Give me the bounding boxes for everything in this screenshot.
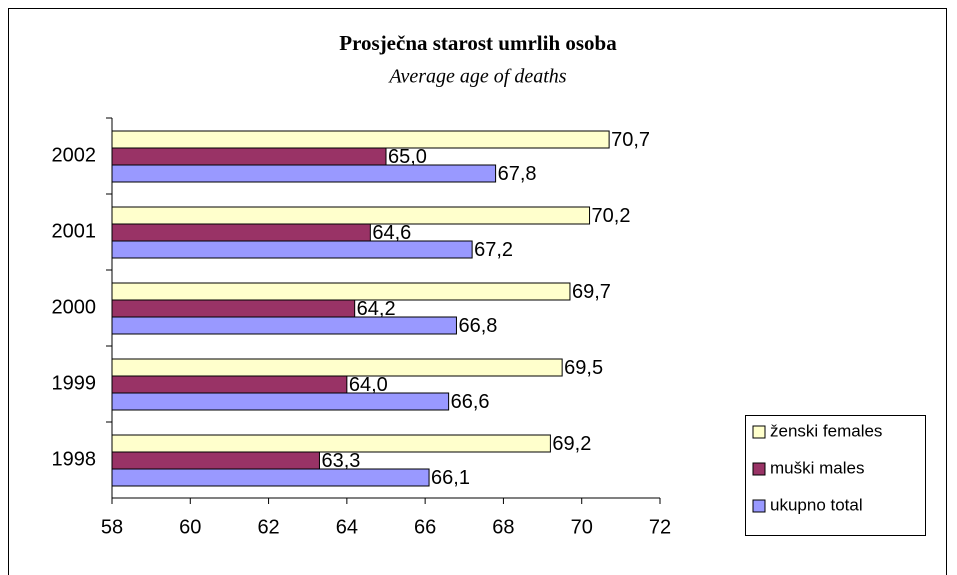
value-label: 65,0 [388, 146, 427, 168]
y-tick-label: 2000 [52, 296, 97, 318]
bar [111, 451, 320, 470]
bar [111, 375, 348, 394]
bar [111, 282, 571, 301]
legend-label: muški males [770, 458, 864, 477]
value-label: 66,1 [431, 467, 470, 489]
legend-label: ukupno total [770, 495, 863, 514]
value-label: 67,2 [474, 239, 513, 261]
y-tick-label: 2001 [52, 220, 97, 242]
value-label: 67,8 [498, 163, 537, 185]
x-tick-label: 66 [414, 516, 436, 538]
value-label: 64,6 [372, 222, 411, 244]
x-tick-label: 60 [179, 516, 201, 538]
legend [745, 415, 926, 536]
bar [111, 392, 450, 411]
bar [111, 130, 610, 149]
x-tick-label: 64 [336, 516, 358, 538]
bar [111, 223, 371, 242]
bar [111, 468, 430, 487]
value-label: 63,3 [321, 450, 360, 472]
bar [111, 299, 356, 318]
value-label: 69,2 [552, 433, 591, 455]
y-tick-label: 1999 [52, 372, 97, 394]
value-label: 64,2 [357, 298, 396, 320]
bar [111, 206, 591, 225]
y-tick-label: 1998 [52, 448, 97, 470]
x-tick-label: 68 [492, 516, 514, 538]
bar [111, 164, 497, 183]
bar [111, 434, 551, 453]
value-label: 69,7 [572, 281, 611, 303]
x-tick-label: 58 [101, 516, 123, 538]
value-label: 70,7 [611, 129, 650, 151]
value-label: 66,6 [451, 391, 490, 413]
chart-subtitle: Average age of deaths [387, 66, 566, 88]
legend-swatch [752, 425, 766, 439]
chart-title: Prosječna starost umrlih osoba [339, 31, 617, 55]
x-tick-label: 62 [257, 516, 279, 538]
legend-swatch [752, 462, 766, 476]
bar [111, 316, 457, 335]
value-label: 66,8 [458, 315, 497, 337]
legend-label: ženski females [770, 421, 882, 440]
bar [111, 147, 387, 166]
value-label: 64,0 [349, 374, 388, 396]
x-tick-label: 70 [571, 516, 593, 538]
bar [111, 240, 473, 259]
value-label: 69,5 [564, 357, 603, 379]
value-label: 70,2 [592, 205, 631, 227]
legend-swatch [752, 499, 766, 513]
x-tick-label: 72 [649, 516, 671, 538]
y-tick-label: 2002 [52, 144, 97, 166]
bar [111, 358, 563, 377]
